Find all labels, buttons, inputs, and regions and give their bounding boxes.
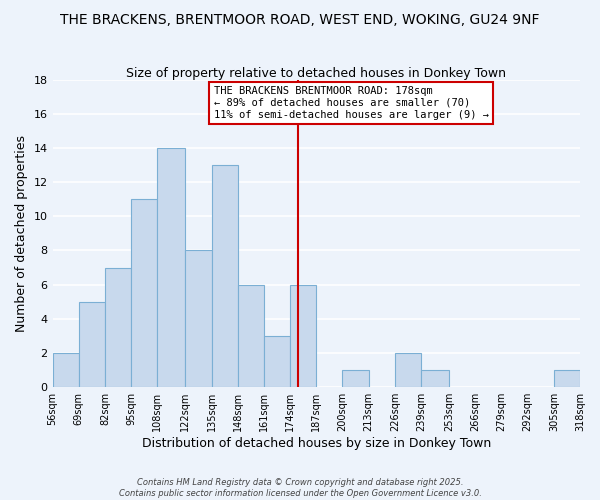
Text: THE BRACKENS, BRENTMOOR ROAD, WEST END, WOKING, GU24 9NF: THE BRACKENS, BRENTMOOR ROAD, WEST END, …: [60, 12, 540, 26]
Bar: [157, 148, 185, 387]
Bar: [212, 165, 238, 387]
Y-axis label: Number of detached properties: Number of detached properties: [15, 135, 28, 332]
X-axis label: Distribution of detached houses by size in Donkey Town: Distribution of detached houses by size …: [142, 437, 491, 450]
Text: Contains HM Land Registry data © Crown copyright and database right 2025.
Contai: Contains HM Land Registry data © Crown c…: [119, 478, 481, 498]
Text: THE BRACKENS BRENTMOOR ROAD: 178sqm
← 89% of detached houses are smaller (70)
11: THE BRACKENS BRENTMOOR ROAD: 178sqm ← 89…: [214, 86, 488, 120]
Bar: [343, 370, 368, 387]
Bar: [131, 199, 157, 387]
Bar: [105, 268, 131, 387]
Title: Size of property relative to detached houses in Donkey Town: Size of property relative to detached ho…: [126, 66, 506, 80]
Bar: [290, 284, 316, 387]
Bar: [185, 250, 212, 387]
Bar: [53, 353, 79, 387]
Bar: [238, 284, 264, 387]
Bar: [395, 353, 421, 387]
Bar: [421, 370, 449, 387]
Bar: [79, 302, 105, 387]
Bar: [264, 336, 290, 387]
Bar: [554, 370, 580, 387]
